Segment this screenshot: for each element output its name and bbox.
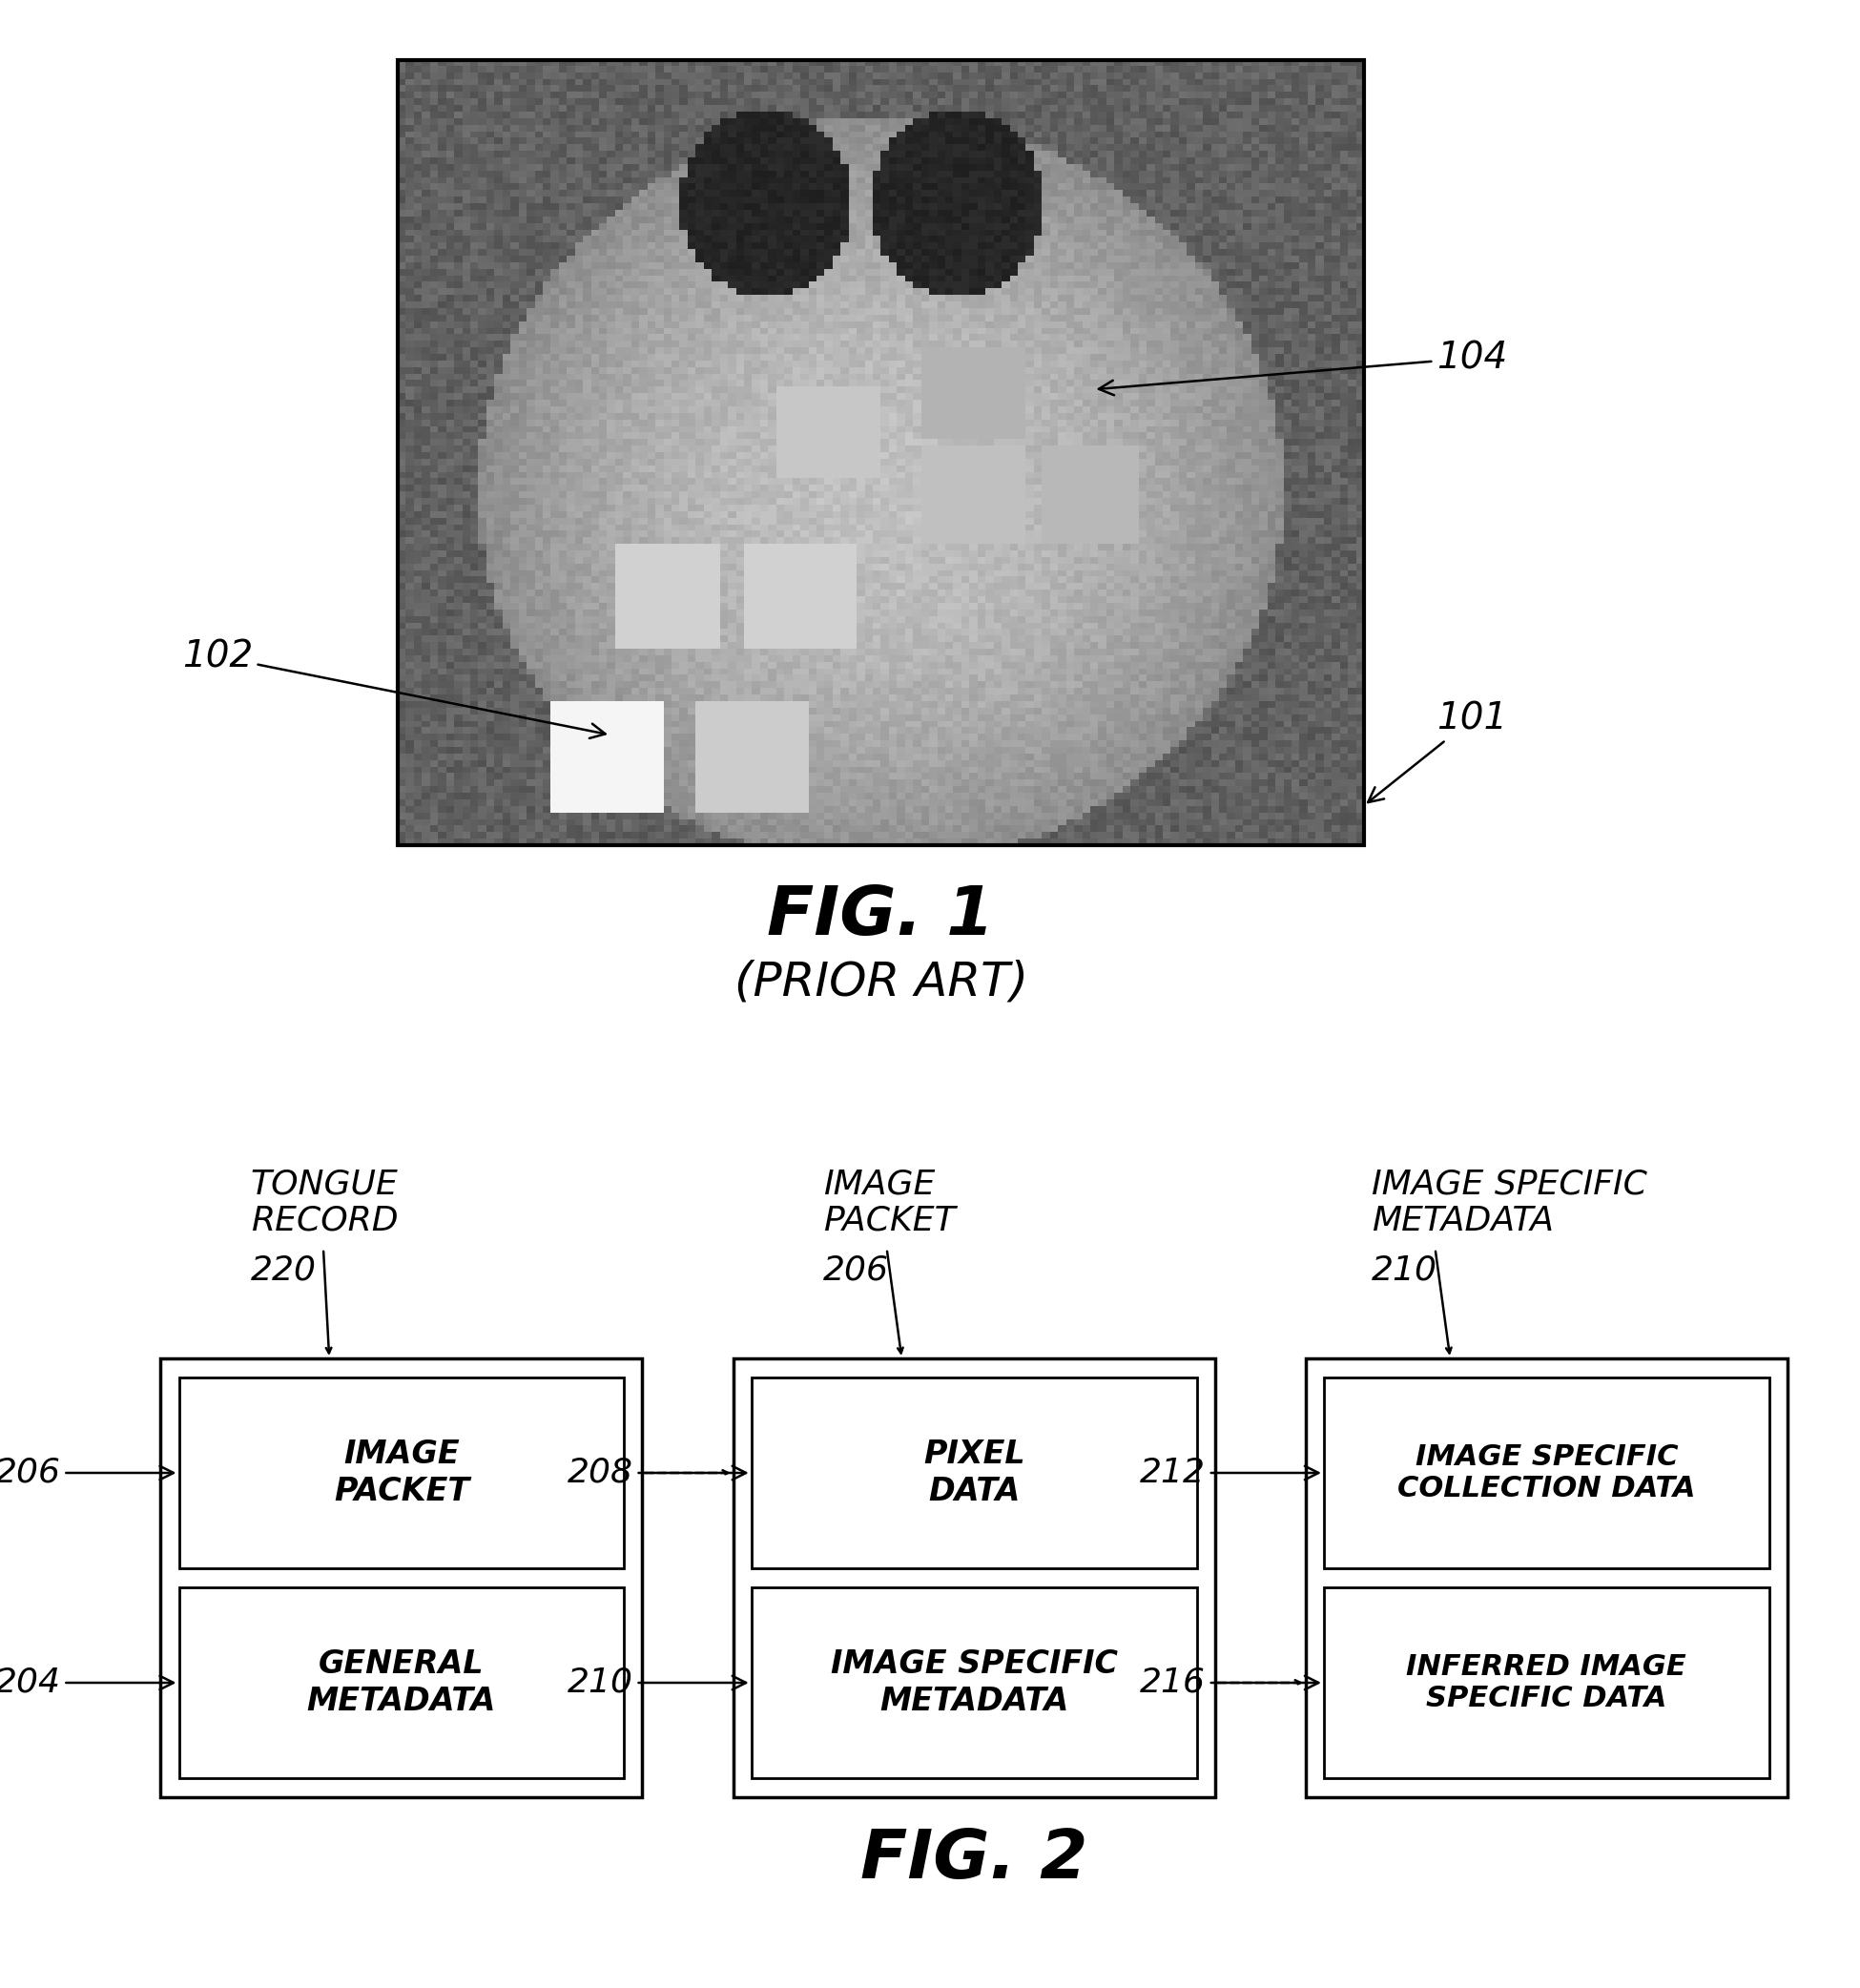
Text: FIG. 2: FIG. 2 <box>861 1827 1088 1893</box>
Text: IMAGE SPECIFIC
COLLECTION DATA: IMAGE SPECIFIC COLLECTION DATA <box>1397 1443 1696 1503</box>
Text: 104: 104 <box>1099 340 1507 396</box>
Bar <box>1324 1586 1769 1777</box>
Text: IMAGE SPECIFIC
METADATA: IMAGE SPECIFIC METADATA <box>830 1648 1118 1718</box>
Text: 220: 220 <box>251 1254 316 1286</box>
Text: 206: 206 <box>0 1457 173 1489</box>
Text: 101: 101 <box>1367 702 1507 803</box>
Text: 204: 204 <box>0 1666 173 1700</box>
Text: (PRIOR ART): (PRIOR ART) <box>735 960 1029 1006</box>
Text: INFERRED IMAGE
SPECIFIC DATA: INFERRED IMAGE SPECIFIC DATA <box>1406 1652 1687 1712</box>
Text: PACKET: PACKET <box>824 1205 956 1237</box>
Text: 206: 206 <box>824 1254 889 1286</box>
Bar <box>179 1378 625 1569</box>
Bar <box>1306 1358 1787 1797</box>
Bar <box>751 1586 1196 1777</box>
Text: PIXEL
DATA: PIXEL DATA <box>923 1439 1025 1507</box>
Text: 210: 210 <box>1371 1254 1438 1286</box>
Text: 216: 216 <box>1140 1666 1319 1700</box>
Text: FIG. 1: FIG. 1 <box>768 883 995 948</box>
Bar <box>160 1358 642 1797</box>
Text: IMAGE
PACKET: IMAGE PACKET <box>333 1439 469 1507</box>
Text: 212: 212 <box>1140 1457 1319 1489</box>
Text: METADATA: METADATA <box>1371 1205 1553 1237</box>
Text: 102: 102 <box>182 638 604 738</box>
Text: IMAGE: IMAGE <box>824 1167 936 1201</box>
Bar <box>733 1358 1215 1797</box>
Text: GENERAL
METADATA: GENERAL METADATA <box>307 1648 497 1718</box>
Bar <box>398 60 1363 845</box>
Text: 208: 208 <box>567 1457 746 1489</box>
Text: IMAGE SPECIFIC: IMAGE SPECIFIC <box>1371 1167 1648 1201</box>
Text: RECORD: RECORD <box>251 1205 398 1237</box>
Text: 210: 210 <box>567 1666 746 1700</box>
Text: TONGUE: TONGUE <box>251 1167 398 1201</box>
Bar <box>179 1586 625 1777</box>
Bar <box>751 1378 1196 1569</box>
Bar <box>1324 1378 1769 1569</box>
